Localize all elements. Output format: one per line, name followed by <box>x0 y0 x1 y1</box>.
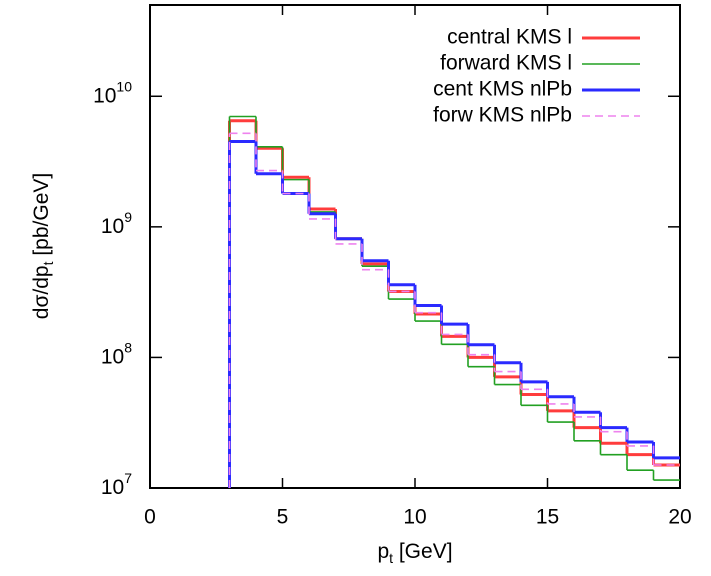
x-tick-label: 15 <box>536 506 559 529</box>
legend-label: forw KMS nlPb <box>433 104 572 127</box>
x-tick-label: 20 <box>668 506 691 529</box>
y-tick-label: 108 <box>101 339 132 368</box>
y-tick-label: 1010 <box>93 78 132 107</box>
x-tick-label: 5 <box>277 506 289 529</box>
x-tick-label: 10 <box>403 506 426 529</box>
y-tick-label: 107 <box>101 470 132 499</box>
legend-label: cent KMS nlPb <box>433 78 572 101</box>
x-tick-label: 0 <box>144 506 156 529</box>
legend-label: central KMS l <box>447 26 572 49</box>
legend-label: forward KMS l <box>440 52 572 75</box>
y-axis-label: dσ/dpt [pb/GeV] <box>30 173 56 319</box>
y-tick-label: 109 <box>101 209 132 238</box>
x-axis-label: pt [GeV] <box>377 540 452 566</box>
